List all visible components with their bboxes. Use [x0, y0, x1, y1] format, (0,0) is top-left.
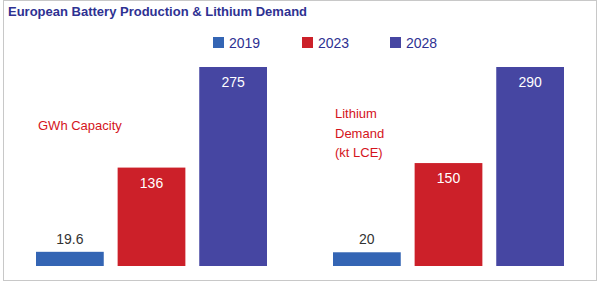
- bar: [496, 67, 564, 266]
- data-label: 290: [518, 74, 542, 90]
- data-labels: 19.6 136 275: [56, 74, 245, 247]
- panel: GWh Capacity 19.6 136 275: [36, 67, 267, 266]
- legend-swatch: [213, 37, 224, 48]
- panel: LithiumDemand(kt LCE) 20 150 290: [333, 67, 564, 266]
- legend-label: 2023: [318, 35, 349, 51]
- data-label: 275: [221, 74, 245, 90]
- data-label: 150: [437, 170, 461, 186]
- chart: European Battery Production & Lithium De…: [0, 0, 600, 284]
- data-label: 20: [359, 231, 375, 247]
- data-label: 19.6: [56, 231, 83, 247]
- axis-label: GWh Capacity: [38, 118, 122, 133]
- bar: [333, 252, 401, 266]
- title: European Battery Production & Lithium De…: [8, 4, 307, 19]
- bars: [333, 67, 564, 266]
- bar: [199, 67, 267, 266]
- data-label: 136: [140, 175, 164, 191]
- legend: 2019 2023 2028: [213, 35, 437, 51]
- bars: [36, 67, 267, 266]
- bar: [118, 168, 186, 266]
- frame: [4, 1, 597, 281]
- legend-label: 2019: [229, 35, 260, 51]
- legend-label: 2028: [406, 35, 437, 51]
- bar: [415, 163, 483, 266]
- bar: [36, 252, 104, 266]
- legend-swatch: [390, 37, 401, 48]
- legend-swatch: [302, 37, 313, 48]
- data-labels: 20 150 290: [359, 74, 542, 247]
- axis-label: LithiumDemand(kt LCE): [335, 106, 384, 160]
